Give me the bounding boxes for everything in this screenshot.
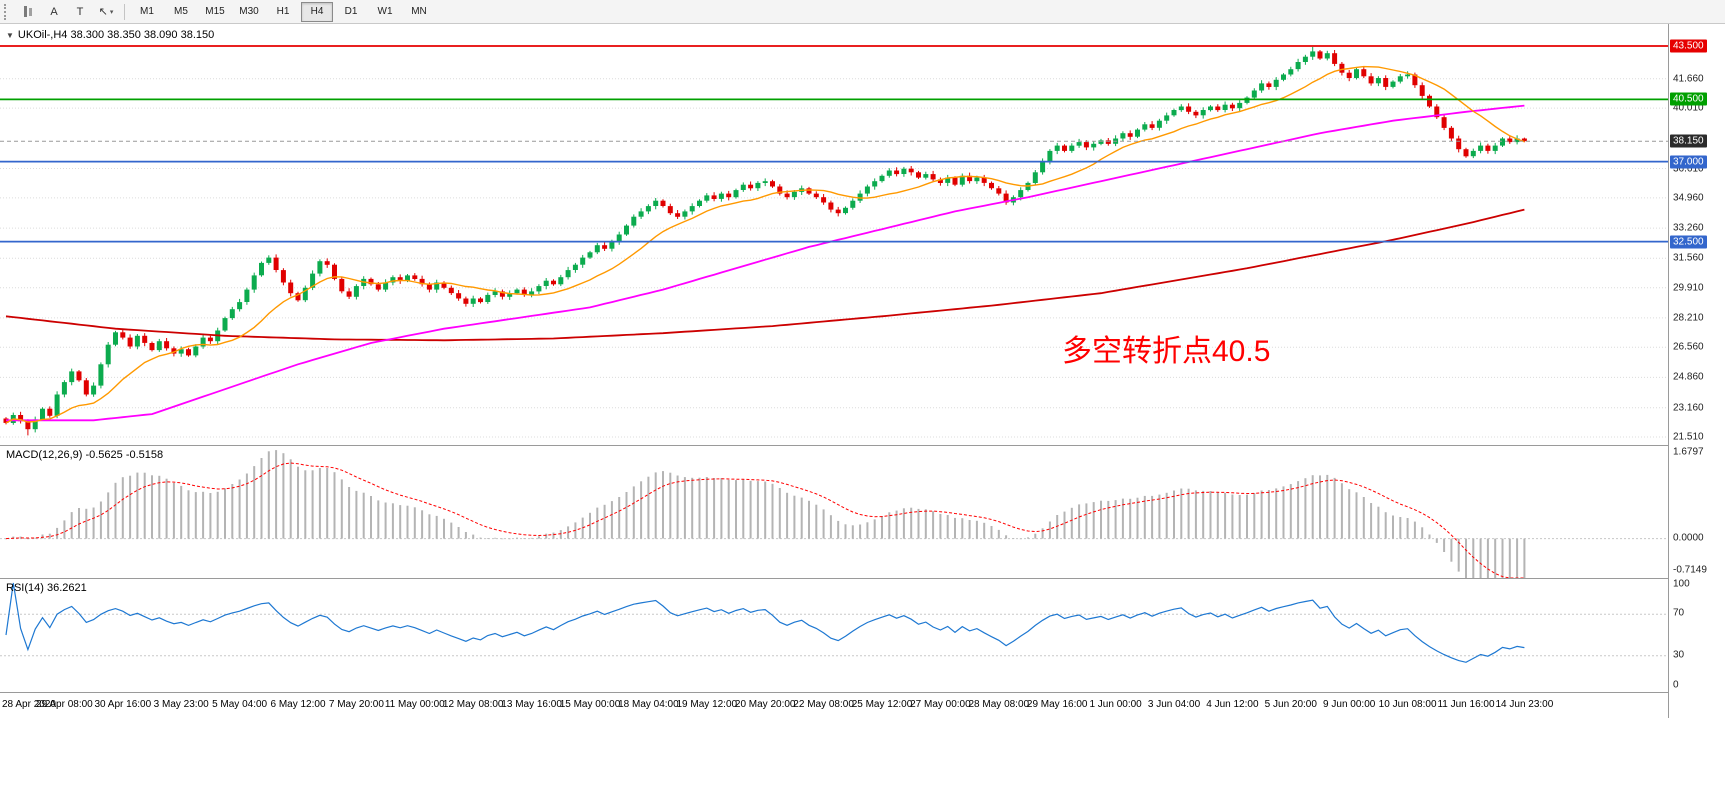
- time-axis-label: 28 May 08:00: [968, 699, 1030, 710]
- time-axis-label: 7 May 20:00: [328, 699, 384, 710]
- rsi-label: RSI(14) 36.2621: [6, 582, 87, 594]
- toolbar-drag-handle[interactable]: [4, 3, 11, 20]
- price-tick-label: 24.860: [1673, 371, 1704, 383]
- time-axis-label: 30 Apr 16:00: [94, 699, 152, 710]
- level-badge-40.500: 40.500: [1670, 92, 1707, 106]
- symbol-ohlc-text: UKOil-,H4 38.300 38.350 38.090 38.150: [17, 29, 215, 41]
- time-axis-label: 29 May 16:00: [1026, 699, 1088, 710]
- time-axis-label: 15 May 00:00: [559, 699, 621, 710]
- price-axis[interactable]: 41.660 40.010 36.610 34.960 33.260 31.560 29.9…: [1668, 24, 1725, 718]
- level-badge-43.500: 43.500: [1670, 39, 1707, 53]
- time-axis-label: 11 May 00:00: [384, 699, 445, 710]
- time-axis-label: 13 May 16:00: [501, 699, 562, 710]
- price-tick-label: 23.160: [1673, 402, 1704, 414]
- candles-layer: [3, 46, 1527, 436]
- macd-canvas: [0, 450, 1668, 578]
- timeframe-button-H1[interactable]: H1: [276, 6, 290, 17]
- time-axis-label: 18 May 04:00: [618, 699, 679, 710]
- timeframe-button-M5[interactable]: M5: [174, 6, 188, 17]
- ma-mid-line: [6, 104, 1525, 422]
- ma-fast-line: [5, 65, 1525, 424]
- rsi-scale-label: 70: [1673, 607, 1685, 619]
- rsi-indicator-pane[interactable]: RSI(14) 36.2621: [0, 578, 1668, 692]
- time-axis-label: 12 May 08:00: [442, 699, 504, 710]
- price-tick-label: 21.510: [1673, 431, 1704, 443]
- rsi-line: [5, 582, 1525, 663]
- price-tick-label: 26.560: [1673, 341, 1704, 353]
- timeframe-button-H4[interactable]: H4: [301, 1, 333, 22]
- price-tick-label: 41.660: [1673, 73, 1704, 85]
- price-tick-label: 29.910: [1673, 282, 1704, 294]
- price-tick-label: 40.010: [1673, 102, 1704, 114]
- collapse-triangle-icon[interactable]: ▼: [6, 31, 14, 40]
- rsi-scale-label: 0: [1673, 679, 1679, 691]
- main-chart-canvas: [0, 45, 1668, 438]
- time-axis-label: 25 May 12:00: [851, 699, 913, 710]
- price-tick-label: 33.260: [1673, 222, 1704, 234]
- rsi-scale-label: 100: [1673, 578, 1690, 590]
- cursor-tool-icon[interactable]: ↖ ▾: [98, 6, 114, 18]
- macd-histogram-layer: [5, 450, 1526, 578]
- level-badge-32.500: 32.500: [1670, 235, 1707, 249]
- macd-signal-line: [5, 462, 1525, 578]
- timeframe-button-W1[interactable]: W1: [377, 6, 393, 17]
- time-axis-label: 1 Jun 00:00: [1089, 699, 1142, 710]
- time-axis-label: 4 Jun 12:00: [1206, 699, 1259, 710]
- current-price-badge: 38.150: [1670, 134, 1707, 148]
- time-axis-label: 3 May 23:00: [153, 699, 209, 710]
- macd-scale-label: 0.0000: [1673, 532, 1704, 544]
- timeframe-button-M1[interactable]: M1: [140, 6, 154, 17]
- chart-annotation-text[interactable]: 多空转折点40.5: [1062, 335, 1271, 368]
- time-axis-label: 22 May 08:00: [793, 699, 854, 710]
- timeframe-button-M15[interactable]: M15: [205, 6, 225, 17]
- time-axis-label: 6 May 12:00: [270, 699, 326, 710]
- time-axis-label: 5 May 04:00: [212, 699, 268, 710]
- macd-label: MACD(12,26,9) -0.5625 -0.5158: [6, 449, 164, 461]
- time-axis-label: 20 May 20:00: [734, 699, 796, 710]
- macd-scale-label: -0.7149: [1673, 564, 1707, 576]
- tool-button-group: A T ↖ ▾: [16, 1, 118, 22]
- horizontal-levels-layer: [0, 45, 1668, 243]
- ma-slow-line: [5, 208, 1525, 342]
- price-tick-label: 28.210: [1673, 312, 1704, 324]
- level-badge-37.000: 37.000: [1670, 155, 1707, 169]
- tool-button-text-tool-a[interactable]: A: [50, 5, 58, 18]
- time-axis-label: 11 Jun 16:00: [1437, 699, 1495, 710]
- time-axis-label: 27 May 00:00: [910, 699, 971, 710]
- price-tick-label: 31.560: [1673, 252, 1704, 264]
- price-tick-label: 36.610: [1673, 163, 1704, 174]
- toolbar-separator: [124, 3, 125, 20]
- time-axis-label: 29 Apr 08:00: [36, 699, 93, 710]
- grid-layer: [0, 78, 1668, 438]
- time-axis-label: 9 Jun 00:00: [1323, 699, 1376, 710]
- main-chart-pane[interactable]: ▼ UKOil-,H4 38.300 38.350 38.090 38.150 多…: [0, 24, 1668, 445]
- chevron-down-icon: ▾: [109, 8, 114, 16]
- time-axis-label: 19 May 12:00: [676, 699, 738, 710]
- rsi-scale-label: 30: [1673, 649, 1685, 661]
- time-axis-label: 28 Apr 2020: [2, 699, 56, 710]
- rsi-canvas: [0, 582, 1668, 663]
- time-axis-label: 14 Jun 23:00: [1495, 699, 1554, 710]
- timeframe-button-D1[interactable]: D1: [344, 6, 358, 17]
- macd-indicator-pane[interactable]: MACD(12,26,9) -0.5625 -0.5158: [0, 445, 1668, 578]
- timeframe-button-group: M1 M5 M15 M30 H1 H4 D1 W1 MN: [131, 1, 435, 22]
- tool-button-text-tool-t[interactable]: T: [76, 5, 84, 18]
- macd-scale-label: 1.6797: [1673, 446, 1704, 458]
- toolbar: A T ↖ ▾ M1 M5 M15 M30 H1 H4 D1 W1 MN: [0, 0, 1725, 24]
- timeframe-button-M30[interactable]: M30: [239, 6, 259, 17]
- time-axis-label: 10 Jun 08:00: [1378, 699, 1437, 710]
- candlestick-chart-icon[interactable]: [16, 1, 40, 22]
- time-axis-label: 3 Jun 04:00: [1147, 699, 1201, 710]
- symbol-ohlc-label: ▼ UKOil-,H4 38.300 38.350 38.090 38.150: [6, 29, 214, 41]
- price-tick-label: 34.960: [1673, 192, 1704, 204]
- time-axis-label: 5 Jun 20:00: [1264, 699, 1317, 710]
- time-axis[interactable]: 28 Apr 2020 29 Apr 08:00 30 Apr 16:00 3 May…: [0, 692, 1668, 718]
- timeframe-button-MN[interactable]: MN: [411, 6, 427, 17]
